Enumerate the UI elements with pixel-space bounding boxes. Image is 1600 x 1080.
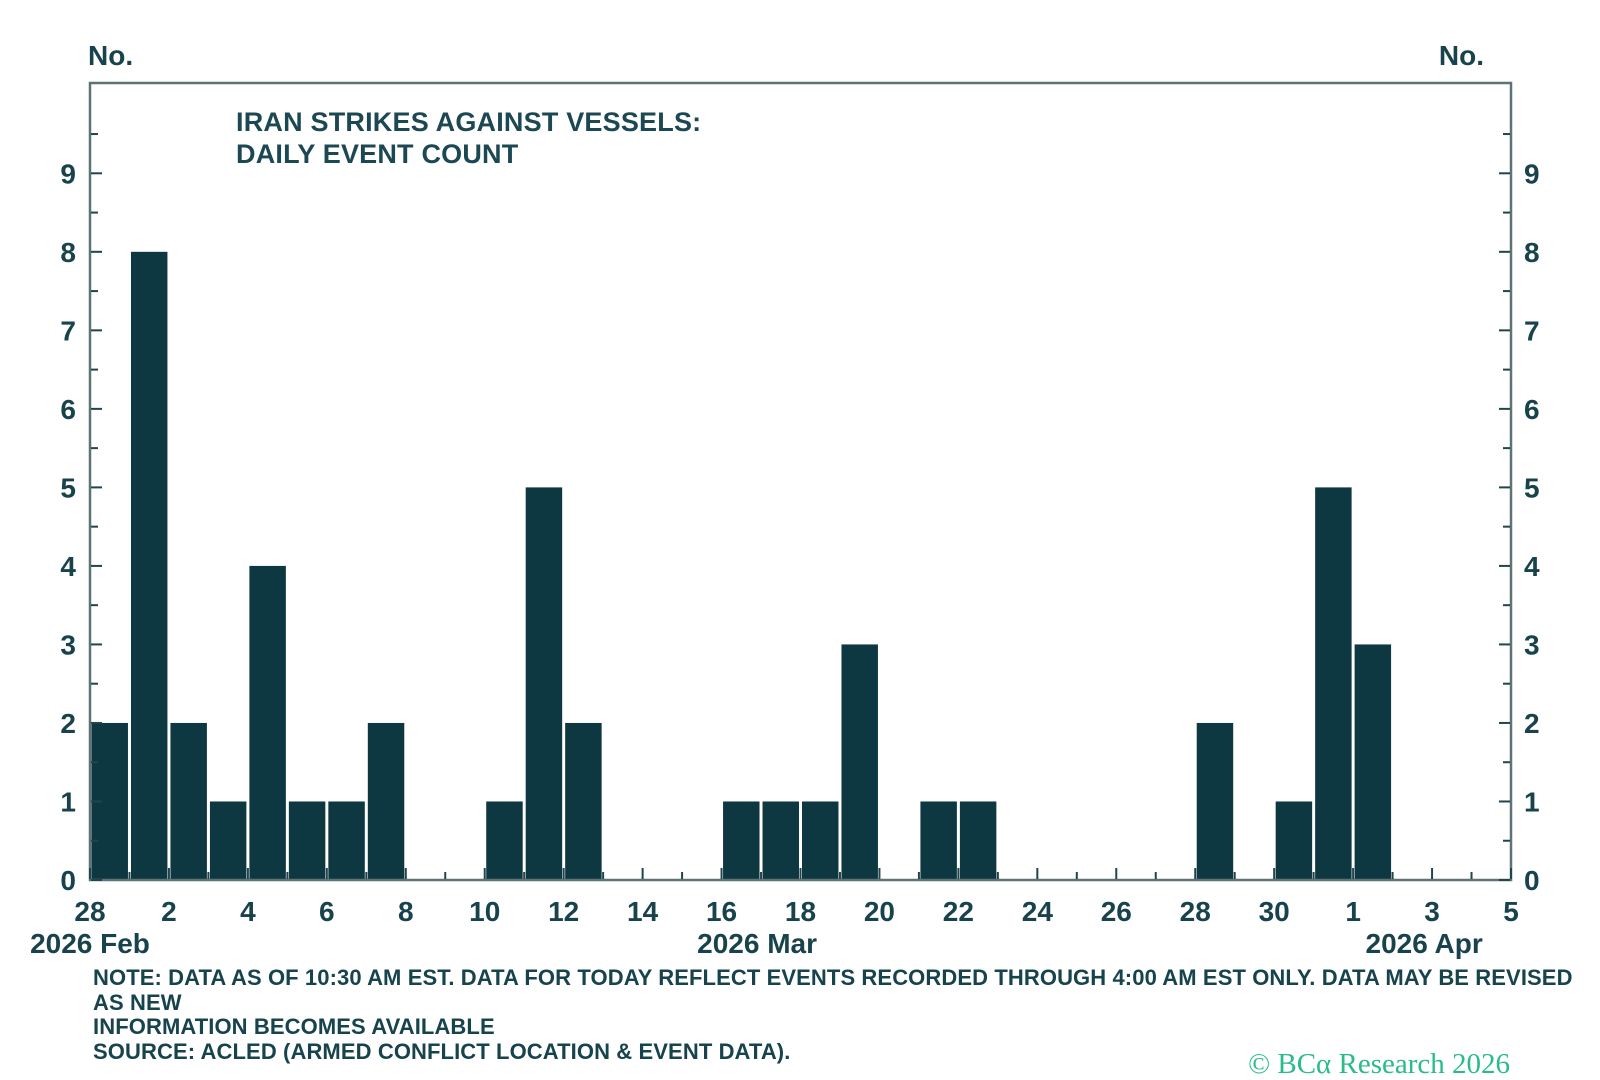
bar	[525, 487, 563, 879]
y-axis-tick-label-right: 2	[1524, 708, 1540, 739]
bar	[209, 801, 247, 879]
bar	[170, 722, 207, 879]
y-axis-tick-label-left: 3	[60, 629, 76, 660]
copyright-notice: © BCα Research 2026	[1248, 1048, 1510, 1080]
x-axis-tick-label: 16	[706, 896, 737, 927]
y-axis-tick-label-right: 4	[1524, 551, 1540, 582]
x-axis-tick-label: 28	[1180, 896, 1211, 927]
x-axis-month-label: 2026 Feb	[30, 928, 150, 959]
y-axis-tick-label-right: 8	[1524, 237, 1540, 268]
x-axis-month-label: 2026 Apr	[1366, 928, 1483, 959]
bar	[1315, 487, 1352, 879]
y-axis-tick-label-left: 5	[60, 472, 76, 503]
bar	[367, 722, 405, 879]
y-axis-unit-label-right: No.	[1438, 40, 1484, 71]
y-axis-tick-label-left: 0	[60, 865, 76, 896]
x-axis-tick-label: 5	[1503, 896, 1519, 927]
y-axis-tick-label-left: 7	[60, 315, 76, 346]
y-axis-tick-label-right: 3	[1524, 629, 1540, 660]
bar	[920, 801, 957, 879]
y-axis-tick-label-left: 9	[60, 158, 76, 189]
bar	[723, 801, 760, 879]
bar	[762, 801, 799, 879]
y-axis-tick-label-right: 9	[1524, 158, 1540, 189]
x-axis-tick-label: 30	[1259, 896, 1290, 927]
bar	[841, 644, 878, 879]
bar	[130, 251, 168, 880]
bar	[802, 801, 839, 879]
x-axis-tick-label: 1	[1345, 896, 1361, 927]
y-axis-tick-label-left: 8	[60, 237, 76, 268]
bar	[1196, 722, 1234, 879]
y-axis-tick-label-left: 4	[60, 551, 76, 582]
y-axis-tick-label-left: 2	[60, 708, 76, 739]
y-axis-tick-label-left: 1	[60, 786, 76, 817]
bar	[249, 565, 286, 879]
chart-title-line2: DAILY EVENT COUNT	[236, 139, 519, 169]
plot-frame	[88, 81, 1513, 882]
x-axis-tick-label: 22	[943, 896, 974, 927]
note-line-2: INFORMATION BECOMES AVAILABLE	[93, 1014, 495, 1039]
source-line: SOURCE: ACLED (ARMED CONFLICT LOCATION &…	[93, 1038, 791, 1064]
y-axis-tick-label-right: 7	[1524, 315, 1540, 346]
x-axis-tick-label: 2	[161, 896, 177, 927]
x-axis-tick-label: 24	[1022, 896, 1054, 927]
x-axis-tick-label: 12	[548, 896, 579, 927]
bar	[565, 722, 602, 879]
chart-title-line1: IRAN STRIKES AGAINST VESSELS:	[236, 107, 702, 137]
y-axis-tick-label-right: 5	[1524, 472, 1540, 503]
y-axis-tick-label-left: 6	[60, 394, 76, 425]
x-axis-tick-label: 10	[469, 896, 500, 927]
footnote-block: NOTE: DATA AS OF 10:30 AM EST. DATA FOR …	[93, 965, 1600, 1064]
x-axis-tick-label: 8	[398, 896, 414, 927]
x-axis-tick-label: 3	[1424, 896, 1440, 927]
bar	[1354, 644, 1392, 879]
y-axis-tick-label-right: 1	[1524, 786, 1540, 817]
y-axis-unit-label-left: No.	[88, 40, 134, 71]
x-axis-month-label: 2026 Mar	[697, 928, 817, 959]
bar	[959, 801, 997, 879]
note-line-1: NOTE: DATA AS OF 10:30 AM EST. DATA FOR …	[93, 965, 1573, 1015]
bar	[1275, 801, 1313, 879]
x-axis-tick-label: 6	[319, 896, 335, 927]
x-axis-tick-label: 18	[785, 896, 816, 927]
x-axis-tick-label: 20	[864, 896, 895, 927]
y-axis-tick-label-right: 0	[1524, 865, 1540, 896]
bar	[288, 801, 326, 879]
chart-title: IRAN STRIKES AGAINST VESSELS: DAILY EVEN…	[236, 106, 701, 170]
x-axis-tick-label: 14	[627, 896, 659, 927]
bar	[486, 801, 523, 879]
y-axis-tick-label-right: 6	[1524, 394, 1540, 425]
x-axis-tick-label: 26	[1101, 896, 1132, 927]
bar	[328, 801, 365, 879]
x-axis-tick-label: 28	[74, 896, 105, 927]
x-axis-tick-label: 4	[240, 896, 256, 927]
